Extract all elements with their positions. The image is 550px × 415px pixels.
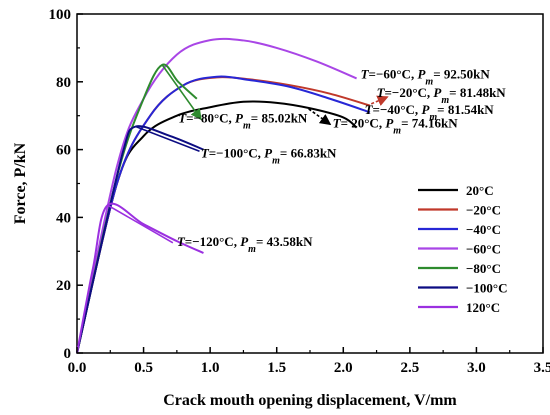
series-line-minus80c: [76, 63, 198, 354]
x-tick-label: 2.0: [334, 360, 353, 376]
annotation-leader: [161, 64, 202, 121]
y-tick-label: 20: [56, 278, 71, 294]
x-tick-label: 1.5: [267, 360, 286, 376]
axis-layer: 0.0 0.5 1.0 1.5 2.0 2.5 3.0 3.5 0 20 40 60 80 100 Crac…: [12, 7, 550, 409]
annotation-label: T=−100°C, Pm= 66.83kN: [201, 145, 337, 166]
x-tick-label: 0.0: [68, 360, 87, 376]
series-line-120c: [76, 202, 204, 354]
x-tick-label: 2.5: [400, 360, 419, 376]
annotation-label: T=−60°C, Pm= 92.50kN: [361, 66, 491, 87]
annotation-leader: [308, 108, 332, 126]
annotation-label: T=−120°C, Pm= 43.58kN: [177, 234, 313, 255]
series-line-minus40c: [76, 75, 371, 354]
y-tick-label: 80: [56, 75, 71, 91]
annotation-leader: [135, 125, 200, 153]
annotation-label: T=−40°C, Pm= 81.54kN: [365, 102, 495, 123]
annotation-label: T=−20°C, Pm= 81.48kN: [377, 85, 507, 106]
y-tick-label: 100: [49, 7, 72, 23]
x-tick-label: 0.5: [134, 360, 153, 376]
annotation-leader: [107, 204, 174, 244]
y-tick-label: 60: [56, 143, 71, 159]
y-axis-title: Force, P/kN: [12, 142, 29, 224]
series-line-20c: [76, 100, 358, 354]
legend: 20°C −20°C −40°C −60°C −80°C −100°C 120°C: [418, 183, 508, 315]
legend-label-20c: 20°C: [466, 183, 494, 198]
series-line-minus100c: [76, 125, 204, 354]
legend-label-minus40c: −40°C: [466, 222, 501, 237]
annotation-label: T= 20°C, Pm= 74.16kN: [333, 116, 459, 137]
series-line-minus60c: [76, 37, 357, 354]
x-tick-label: 1.0: [201, 360, 220, 376]
y-tick-label: 40: [56, 210, 71, 226]
x-tick-label: 3.5: [534, 360, 550, 376]
series-layer: [76, 37, 371, 354]
x-tick-label: 3.0: [467, 360, 486, 376]
y-tick-label: 0: [64, 346, 72, 362]
legend-label-120c: 120°C: [466, 300, 500, 315]
legend-label-minus60c: −60°C: [466, 242, 501, 257]
annotation-label: T=−80°C, Pm= 85.02kN: [178, 110, 308, 131]
x-axis-title: Crack mouth opening displacement, V/mm: [163, 392, 457, 409]
legend-label-minus20c: −20°C: [466, 203, 501, 218]
annotation-leader: [370, 95, 389, 106]
legend-label-minus100c: −100°C: [466, 281, 508, 296]
legend-label-minus80c: −80°C: [466, 261, 501, 276]
